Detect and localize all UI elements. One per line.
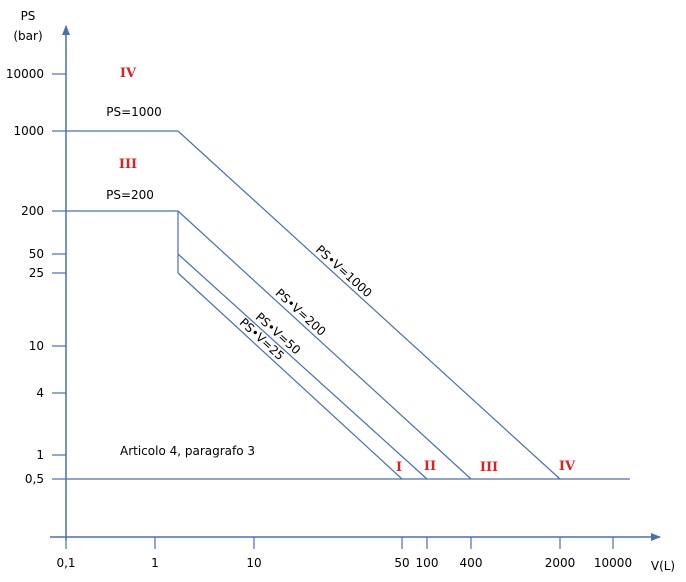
annotation-articolo: Articolo 4, paragrafo 3 [120,444,255,458]
category-label: I [396,460,402,475]
x-tick-label: 1 [151,556,159,570]
category-label: IV [559,459,576,474]
category-label: II [424,459,436,474]
y-tick-label: 50 [29,247,44,261]
y-axis-title: PS [21,9,36,23]
x-tick-label: 10000 [594,556,632,570]
x-tick-label: 2000 [545,556,576,570]
category-label: III [480,460,498,475]
x-tick-label: 400 [460,556,483,570]
y-axis-unit: (bar) [13,29,42,43]
y-tick-label: 1000 [13,124,44,138]
y-tick-label: 0,5 [25,472,44,486]
x-tick-label: 50 [394,556,409,570]
y-tick-label: 10 [29,339,44,353]
category-label: IV [120,66,137,81]
series-line-ps-v-25 [177,272,403,480]
y-tick-label: 200 [21,204,44,218]
x-tick-label: 10 [246,556,261,570]
y-tick-label: 10000 [6,67,44,81]
x-axis-title: V(L) [651,559,675,573]
y-tick-label: 1 [36,448,44,462]
series-line-ps-v-200 [177,210,472,480]
y-tick-label: 25 [29,266,44,280]
y-tick-label: 4 [36,386,44,400]
series-line-ps-v-50 [177,253,428,480]
series-label: PS=1000 [106,105,161,119]
series-label: PS•V=1000 [313,242,375,300]
category-label: III [119,157,137,172]
x-tick-label: 0,1 [56,556,75,570]
series-label: PS=200 [106,188,154,202]
x-tick-label: 100 [416,556,439,570]
series-line-ps-v-1000 [177,130,561,480]
